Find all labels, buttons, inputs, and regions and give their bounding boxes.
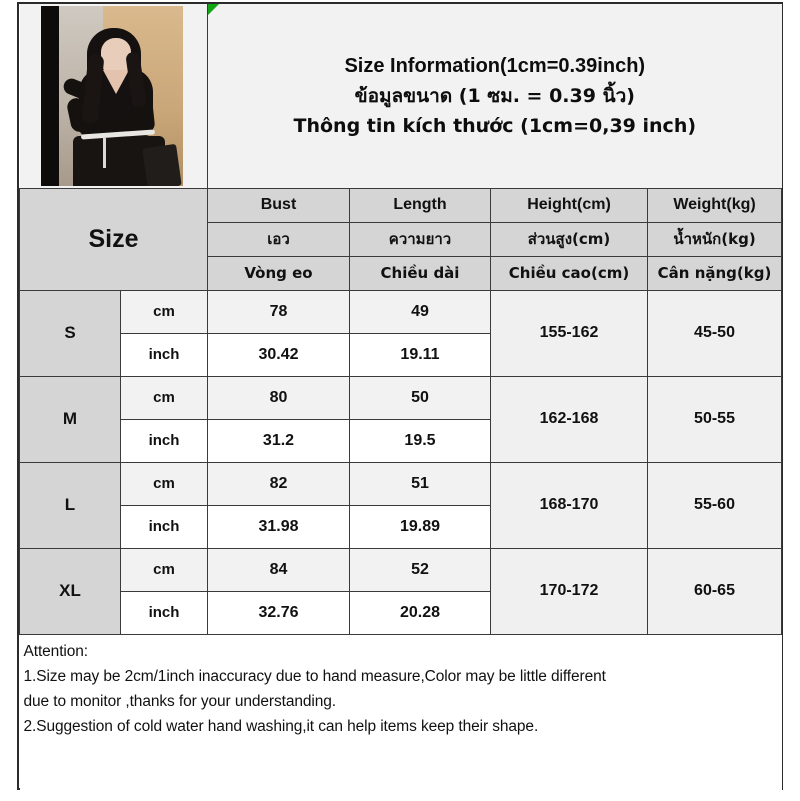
unit-label-cm: cm bbox=[120, 547, 208, 592]
bust-inch-l: 31.98 bbox=[207, 504, 350, 549]
unit-label-cm: cm bbox=[120, 375, 208, 420]
column-header-bust-vi: Vòng eo bbox=[207, 255, 350, 291]
title-line-english: Size Information(1cm=0.39inch) bbox=[344, 54, 646, 77]
title-line-vietnamese: Thông tin kích thước (1cm=0,39 inch) bbox=[293, 114, 697, 137]
attention-heading: Attention: bbox=[23, 642, 89, 660]
attention-line-2: due to monitor ,thanks for your understa… bbox=[23, 692, 337, 710]
table-row: inch 31.2 19.5 bbox=[20, 418, 782, 463]
weight-xl: 60-65 bbox=[646, 547, 783, 635]
column-header-length-vi: Chiều dài bbox=[349, 255, 491, 291]
header-row-thai: เอว ความยาว ส่วนสูง(cm) น้ำหนัก(kg) bbox=[20, 221, 783, 257]
attention-line-3: 2.Suggestion of cold water hand washing,… bbox=[23, 717, 539, 735]
bust-cm-s: 78 bbox=[207, 289, 350, 334]
height-m: 162-168 bbox=[490, 375, 648, 463]
unit-label-inch: inch bbox=[120, 332, 208, 377]
attention-row: Attention: 1.Size may be 2cm/1inch inacc… bbox=[19, 633, 782, 801]
bust-cm-xl: 84 bbox=[207, 547, 350, 592]
green-flag-icon bbox=[208, 4, 219, 15]
bust-cm-l: 82 bbox=[207, 461, 350, 506]
column-header-bust-th: เอว bbox=[207, 221, 350, 257]
attention-block: Attention: 1.Size may be 2cm/1inch inacc… bbox=[19, 633, 782, 801]
length-inch-s: 19.11 bbox=[349, 332, 491, 377]
length-inch-m: 19.5 bbox=[349, 418, 491, 463]
chart-title-cell: Size Information(1cm=0.39inch) ข้อมูลขนา… bbox=[206, 4, 782, 189]
header-row-vietnamese: Vòng eo Chiều dài Chiều cao(cm) Cân nặng… bbox=[20, 255, 783, 291]
title-band: Size Information(1cm=0.39inch) ข้อมูลขนา… bbox=[19, 4, 782, 189]
size-label-xl: XL bbox=[19, 547, 121, 635]
size-label-s: S bbox=[19, 289, 121, 377]
unit-label-inch: inch bbox=[120, 418, 208, 463]
table-row: XL cm 84 52 170-172 60-65 bbox=[19, 547, 783, 635]
weight-m: 50-55 bbox=[646, 375, 783, 463]
column-header-length-th: ความยาว bbox=[349, 221, 491, 257]
size-chart-table: Size Information(1cm=0.39inch) ข้อมูลขนา… bbox=[19, 4, 783, 801]
table-row: L cm 82 51 168-170 55-60 bbox=[19, 461, 783, 549]
product-photo-cell bbox=[19, 4, 208, 189]
table-row: M cm 80 50 162-168 50-55 bbox=[19, 375, 783, 463]
unit-label-cm: cm bbox=[120, 289, 208, 334]
bust-inch-m: 31.2 bbox=[207, 418, 350, 463]
table-row: inch 32.76 20.28 bbox=[20, 590, 782, 635]
column-header-bust-en: Bust bbox=[207, 187, 350, 223]
length-cm-m: 50 bbox=[349, 375, 491, 420]
attention-line-1: 1.Size may be 2cm/1inch inaccuracy due t… bbox=[23, 667, 606, 685]
column-header-height-vi: Chiều cao(cm) bbox=[490, 255, 648, 291]
height-s: 155-162 bbox=[490, 289, 648, 377]
size-chart-sheet: Size Information(1cm=0.39inch) ข้อมูลขนา… bbox=[17, 2, 783, 801]
title-line-thai: ข้อมูลขนาด (1 ซม. = 0.39 นิ้ว) bbox=[354, 84, 635, 107]
weight-l: 55-60 bbox=[646, 461, 783, 549]
unit-label-inch: inch bbox=[120, 504, 208, 549]
table-row: S cm 78 49 155-162 45-50 bbox=[19, 289, 783, 377]
size-label-m: M bbox=[19, 375, 121, 463]
unit-label-cm: cm bbox=[120, 461, 208, 506]
length-inch-l: 19.89 bbox=[349, 504, 491, 549]
column-header-height-en: Height(cm) bbox=[490, 187, 648, 223]
table-row: inch 30.42 19.11 bbox=[20, 332, 782, 377]
length-cm-l: 51 bbox=[349, 461, 491, 506]
header-row-english: Size Bust Length Height(cm) Weight(kg) bbox=[19, 187, 783, 291]
bust-cm-m: 80 bbox=[207, 375, 350, 420]
size-header-cell: Size bbox=[19, 187, 208, 291]
height-l: 168-170 bbox=[490, 461, 648, 549]
table-row: inch 31.98 19.89 bbox=[20, 504, 782, 549]
length-inch-xl: 20.28 bbox=[349, 590, 491, 635]
column-header-weight-vi: Cân nặng(kg) bbox=[646, 255, 783, 291]
bust-inch-s: 30.42 bbox=[207, 332, 350, 377]
weight-s: 45-50 bbox=[646, 289, 783, 377]
length-cm-xl: 52 bbox=[349, 547, 491, 592]
bust-inch-xl: 32.76 bbox=[207, 590, 350, 635]
height-xl: 170-172 bbox=[490, 547, 648, 635]
column-header-height-th: ส่วนสูง(cm) bbox=[490, 221, 648, 257]
size-label-l: L bbox=[19, 461, 121, 549]
unit-label-inch: inch bbox=[120, 590, 208, 635]
product-photo bbox=[40, 6, 183, 186]
column-header-length-en: Length bbox=[349, 187, 491, 223]
length-cm-s: 49 bbox=[349, 289, 491, 334]
column-header-weight-en: Weight(kg) bbox=[646, 187, 783, 223]
column-header-weight-th: น้ำหนัก(kg) bbox=[646, 221, 783, 257]
